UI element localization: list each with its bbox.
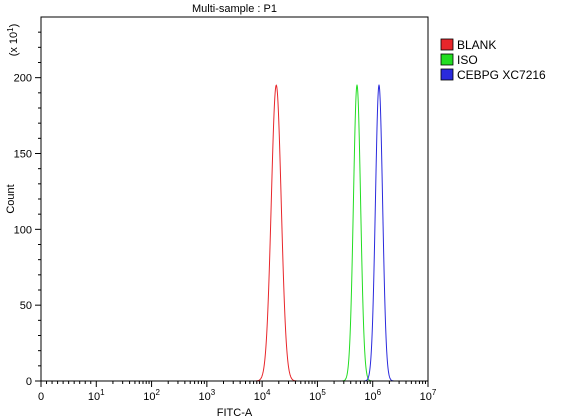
x-tick-label: 101 [88,388,105,403]
axes: 0 101 102 103 104 105 106 107 0 50 100 150 200 [14,16,437,403]
series-curve-blank [253,84,299,382]
y-tick-label: 100 [14,224,32,236]
x-axis-label: FITC-A [217,407,253,419]
x-tick-label: 103 [199,388,216,403]
x-tick-label: 102 [143,388,160,403]
y-axis-multiplier: (x 101) [6,24,20,57]
series-curve-cebpg-xc7216 [362,83,396,382]
legend-swatch [440,53,454,66]
legend-label: BLANK [457,38,496,52]
x-tick-label: 106 [364,388,381,403]
y-tick-label: 0 [26,376,32,388]
x-tick-label: 104 [254,388,271,403]
x-tick-label: 107 [420,388,437,403]
series-curve-iso [340,83,374,382]
y-tick-label: 200 [14,73,32,85]
legend-label: CEBPG XC7216 [457,68,546,82]
chart-title: Multi-sample : P1 [192,3,277,15]
x-tick-label: 0 [38,391,44,403]
x-tick-label: 105 [309,388,326,403]
legend-label: ISO [457,53,478,67]
legend-swatch [440,68,454,81]
plot-frame [40,16,429,382]
y-axis-label: Count [5,184,17,213]
plot-area [253,83,396,382]
y-tick-label: 50 [20,300,32,312]
y-tick-label: 150 [14,149,32,161]
legend-swatch [440,38,454,51]
